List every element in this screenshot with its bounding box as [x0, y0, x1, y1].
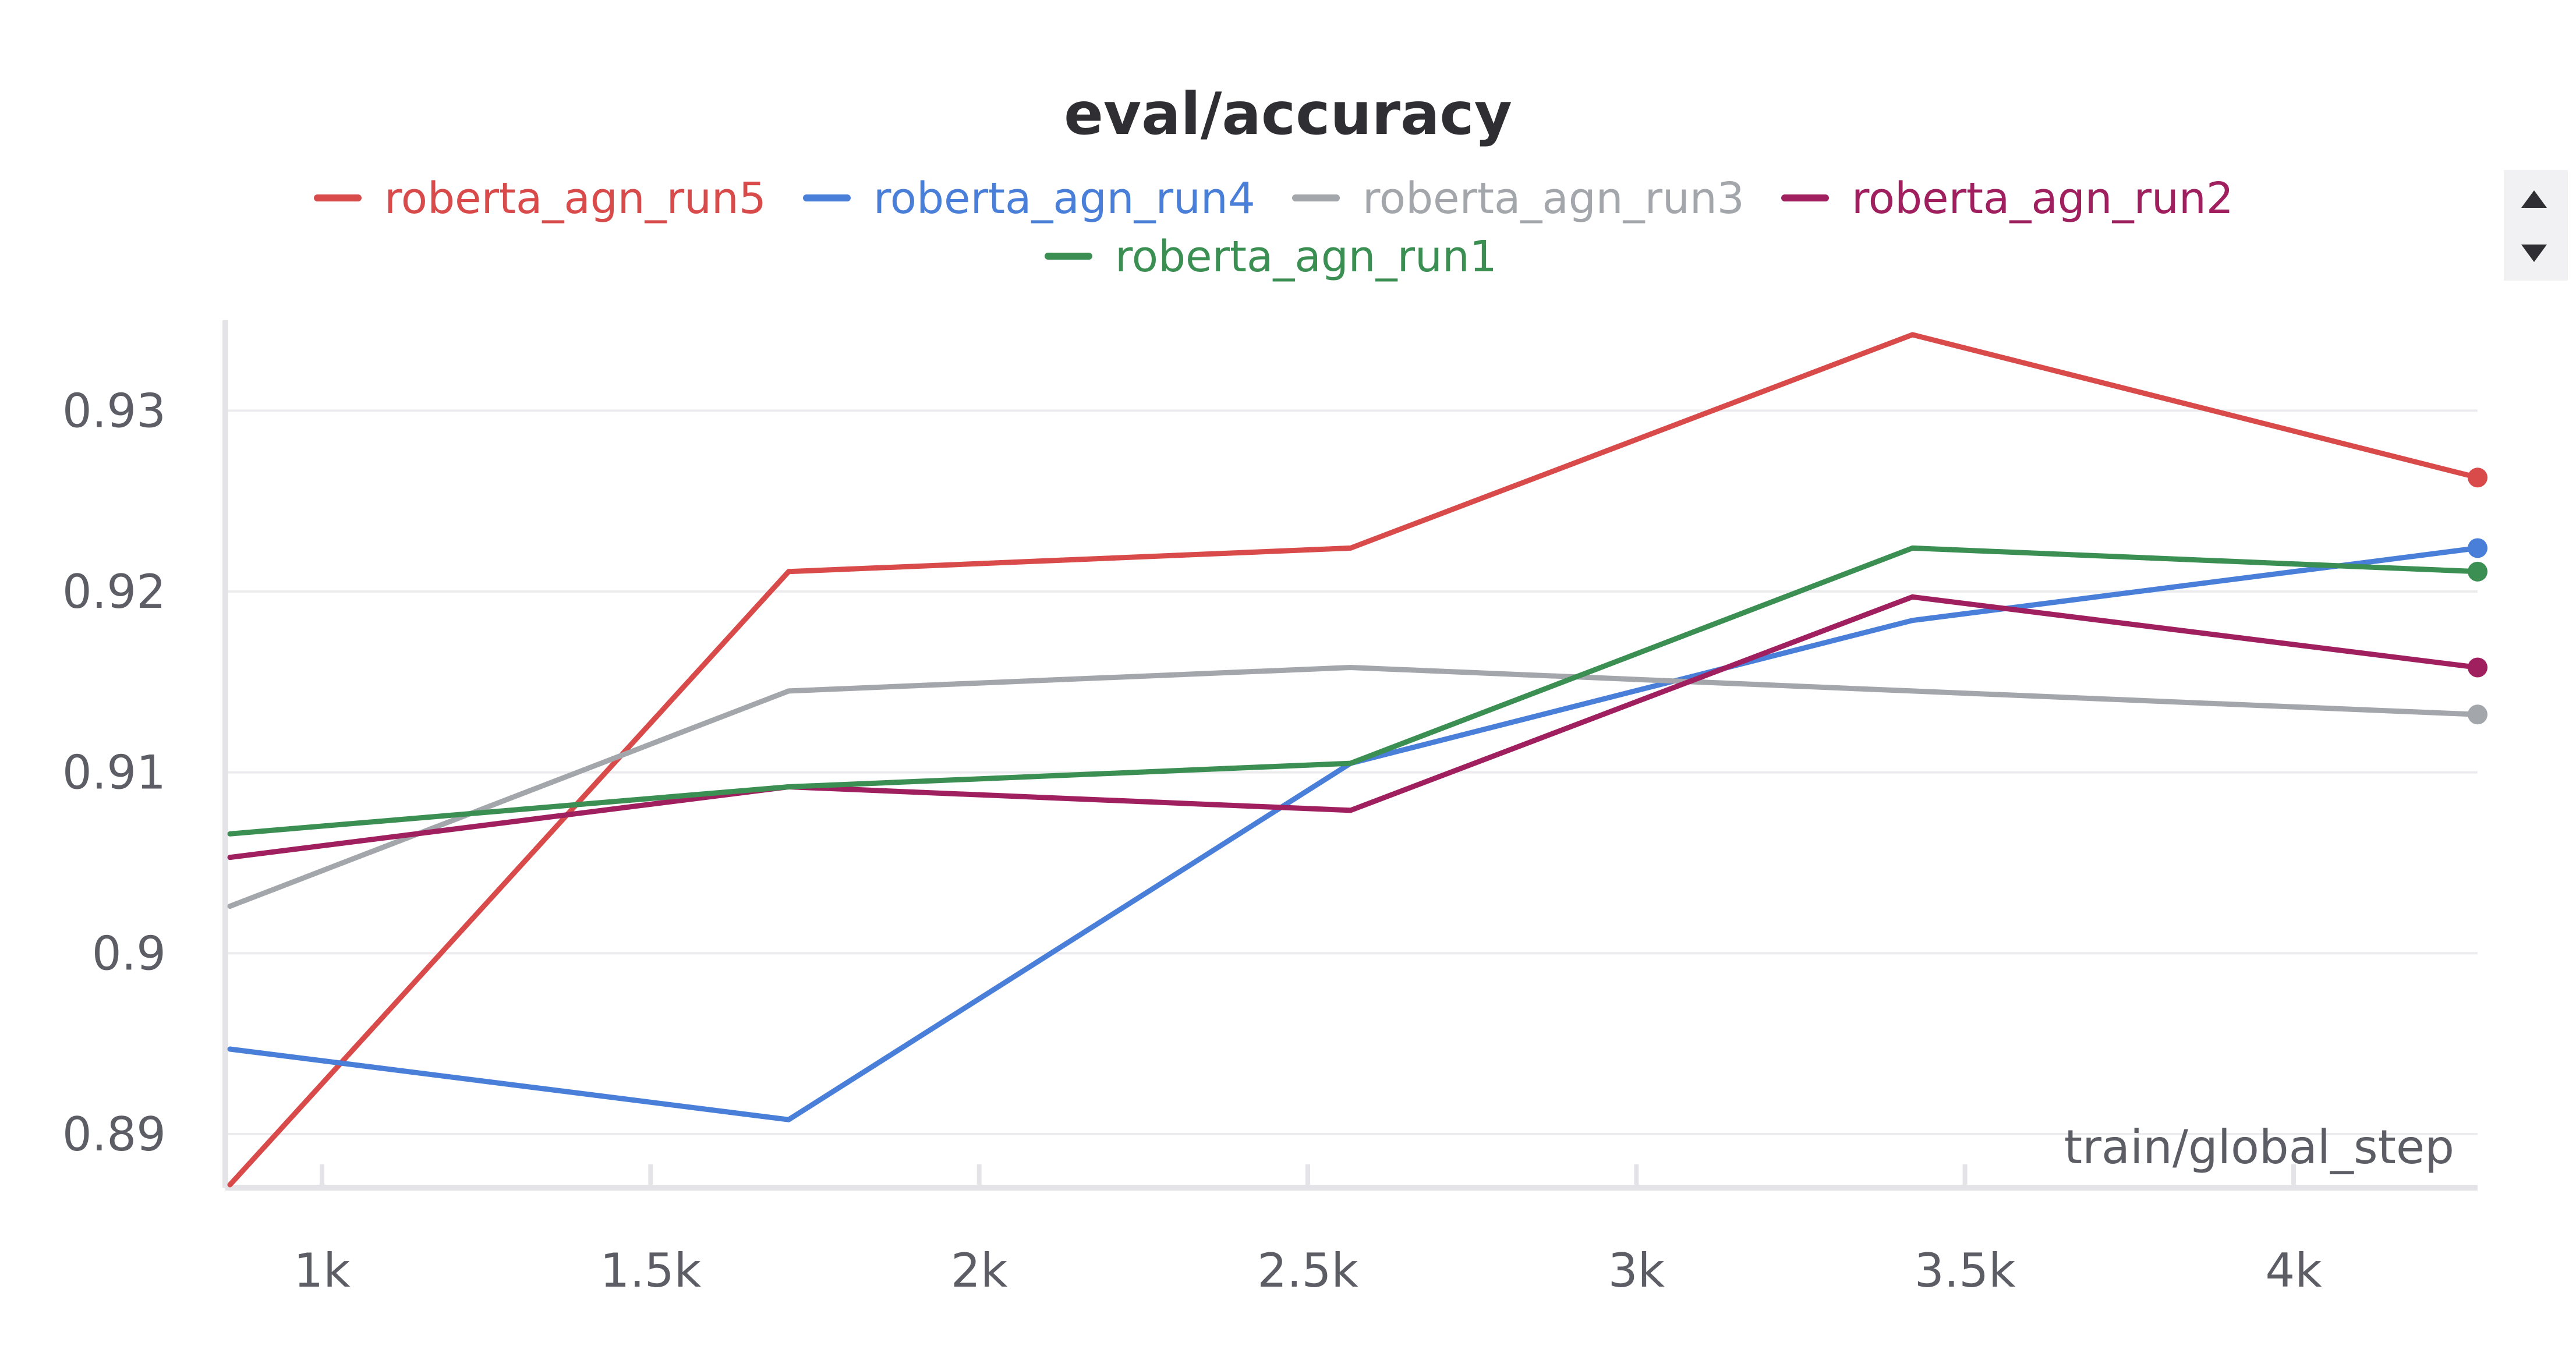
x-tick-label: 4k: [2265, 1244, 2322, 1298]
series-point: [1350, 667, 1351, 668]
y-tick-labels: 0.89 0.9 0.91 0.92 0.93: [62, 384, 166, 1161]
legend-item[interactable]: roberta_agn_run4: [803, 173, 1255, 224]
legend-label: roberta_agn_run4: [873, 173, 1255, 224]
y-tick-label: 0.91: [62, 746, 166, 800]
series-point: [229, 857, 231, 858]
y-tick-label: 0.9: [92, 926, 166, 980]
legend-item[interactable]: roberta_agn_run2: [1781, 173, 2234, 224]
legend-scroll-panel: [2504, 170, 2568, 281]
series-end-point: [2468, 657, 2487, 678]
series-end-point: [2468, 561, 2487, 582]
legend-item[interactable]: roberta_agn_run1: [1045, 232, 1497, 282]
plot-area: [227, 332, 2487, 1188]
series-roberta_agn_run3: [227, 665, 2487, 909]
x-tick-label: 2k: [951, 1244, 1008, 1298]
x-tick-label: 2.5k: [1257, 1244, 1358, 1298]
legend-label: roberta_agn_run1: [1115, 232, 1497, 282]
series-point: [788, 690, 789, 692]
legend-label: roberta_agn_run5: [384, 173, 766, 224]
x-axis-label: train/global_step: [2064, 1120, 2454, 1174]
series-roberta_agn_run1: [227, 545, 2487, 837]
chart-axes: [222, 320, 2478, 1191]
legend-item[interactable]: roberta_agn_run3: [1292, 173, 1745, 224]
legend-scroll-control: [2504, 170, 2568, 281]
grid-lines: [225, 409, 2478, 1136]
y-tick-label: 0.93: [62, 384, 166, 438]
series-roberta_agn_run2: [227, 594, 2487, 860]
series-end-point: [2468, 538, 2487, 558]
series-line: [227, 545, 2481, 1122]
scroll-down-icon[interactable]: [2521, 245, 2547, 262]
series-point: [1350, 763, 1351, 764]
y-tick-label: 0.92: [62, 565, 166, 619]
series-roberta_agn_run5: [227, 332, 2487, 1188]
series-point: [1912, 334, 1913, 335]
series-end-point: [2468, 467, 2487, 488]
x-tick-label: 1k: [293, 1244, 351, 1298]
x-tick-label: 3.5k: [1915, 1244, 2016, 1298]
series-end-point: [2468, 704, 2487, 725]
series-point: [1912, 690, 1913, 692]
chart-legend: roberta_agn_run5 roberta_agn_run4 roberta_…: [314, 173, 2234, 282]
legend-item[interactable]: roberta_agn_run5: [314, 173, 766, 224]
legend-label: roberta_agn_run2: [1852, 173, 2234, 224]
x-tick-label: 3k: [1608, 1244, 1665, 1298]
legend-label: roberta_agn_run3: [1363, 173, 1745, 224]
series-line: [227, 665, 2481, 909]
x-tick-labels: 1k 1.5k 2k 2.5k 3k 3.5k 4k: [293, 1164, 2322, 1298]
scroll-up-icon[interactable]: [2521, 190, 2547, 208]
series-point: [1912, 620, 1913, 621]
series-point: [788, 571, 789, 572]
chart-title: eval/accuracy: [1064, 80, 1512, 148]
y-tick-label: 0.89: [62, 1107, 166, 1161]
x-tick-label: 1.5k: [600, 1244, 702, 1298]
